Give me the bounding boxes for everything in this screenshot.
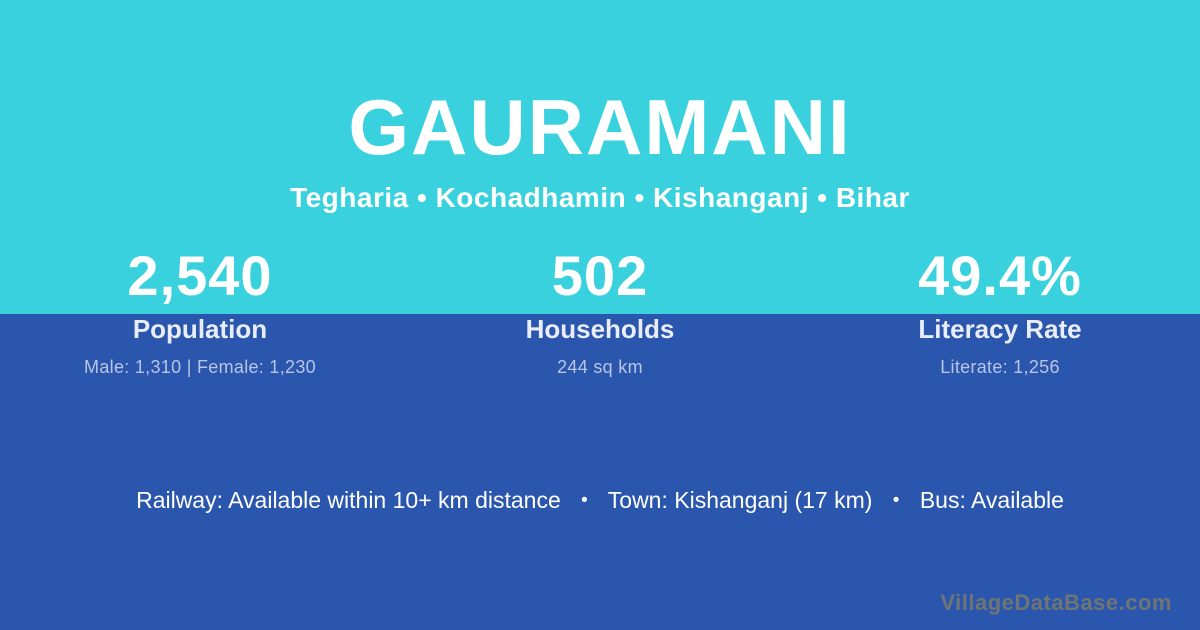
village-name-title: GAURAMANI	[348, 83, 852, 171]
population-label: Population	[132, 314, 268, 344]
households-value: 502	[551, 244, 649, 307]
area-detail: 244 sq km	[557, 357, 643, 377]
bullet-separator: •	[581, 490, 588, 511]
location-breadcrumb: Tegharia • Kochadhamin • Kishanganj • Bi…	[290, 182, 910, 213]
stats-row: 2,540 Population Male: 1,310 | Female: 1…	[0, 247, 1200, 378]
bullet-separator: •	[892, 490, 900, 511]
literate-detail: Literate: 1,256	[940, 357, 1060, 377]
literacy-stat: 49.4% Literacy Rate Literate: 1,256	[800, 247, 1200, 378]
population-stat: 2,540 Population Male: 1,310 | Female: 1…	[0, 247, 400, 378]
population-detail: Male: 1,310 | Female: 1,230	[84, 357, 316, 377]
literacy-value: 49.4%	[918, 244, 1082, 307]
bus-info: Bus: Available	[919, 487, 1064, 513]
railway-info: Railway: Available within 10+ km distanc…	[136, 487, 561, 513]
households-stat: 502 Households 244 sq km	[400, 247, 800, 378]
town-info: Town: Kishanganj (17 km)	[607, 487, 873, 513]
households-label: Households	[525, 314, 675, 344]
literacy-label: Literacy Rate	[918, 314, 1082, 344]
site-watermark: VillageDataBase.com	[940, 590, 1172, 615]
population-value: 2,540	[127, 244, 273, 307]
transport-info-line: Railway: Available within 10+ km distanc…	[0, 486, 1200, 515]
header-band	[0, 0, 1200, 314]
